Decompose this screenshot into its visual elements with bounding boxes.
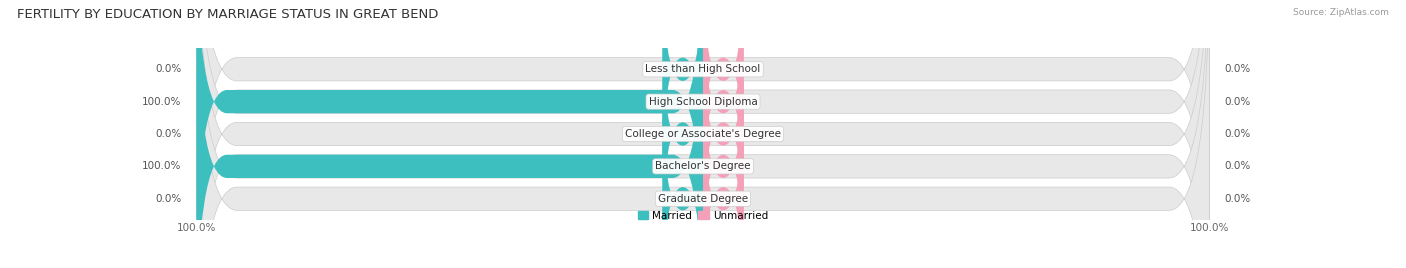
Text: High School Diploma: High School Diploma [648, 97, 758, 107]
FancyBboxPatch shape [662, 81, 703, 268]
Text: Bachelor's Degree: Bachelor's Degree [655, 161, 751, 171]
Text: 0.0%: 0.0% [155, 129, 181, 139]
FancyBboxPatch shape [197, 0, 1209, 268]
FancyBboxPatch shape [197, 0, 1209, 268]
FancyBboxPatch shape [703, 49, 744, 268]
FancyBboxPatch shape [703, 16, 744, 252]
Text: 0.0%: 0.0% [1225, 129, 1251, 139]
FancyBboxPatch shape [197, 0, 1209, 268]
FancyBboxPatch shape [197, 0, 1209, 268]
FancyBboxPatch shape [703, 81, 744, 268]
Text: 0.0%: 0.0% [1225, 97, 1251, 107]
Text: 100.0%: 100.0% [142, 161, 181, 171]
Text: 100.0%: 100.0% [142, 97, 181, 107]
Legend: Married, Unmarried: Married, Unmarried [634, 207, 772, 225]
FancyBboxPatch shape [197, 0, 703, 268]
Text: FERTILITY BY EDUCATION BY MARRIAGE STATUS IN GREAT BEND: FERTILITY BY EDUCATION BY MARRIAGE STATU… [17, 8, 439, 21]
Text: Source: ZipAtlas.com: Source: ZipAtlas.com [1294, 8, 1389, 17]
Text: 0.0%: 0.0% [155, 194, 181, 204]
FancyBboxPatch shape [703, 0, 744, 219]
Text: 0.0%: 0.0% [1225, 161, 1251, 171]
Text: College or Associate's Degree: College or Associate's Degree [626, 129, 780, 139]
Text: Graduate Degree: Graduate Degree [658, 194, 748, 204]
Text: Less than High School: Less than High School [645, 64, 761, 74]
Text: 0.0%: 0.0% [155, 64, 181, 74]
Text: 0.0%: 0.0% [1225, 194, 1251, 204]
FancyBboxPatch shape [662, 0, 703, 187]
FancyBboxPatch shape [662, 16, 703, 252]
Text: 0.0%: 0.0% [1225, 64, 1251, 74]
FancyBboxPatch shape [703, 0, 744, 187]
FancyBboxPatch shape [197, 0, 1209, 268]
FancyBboxPatch shape [197, 0, 703, 268]
